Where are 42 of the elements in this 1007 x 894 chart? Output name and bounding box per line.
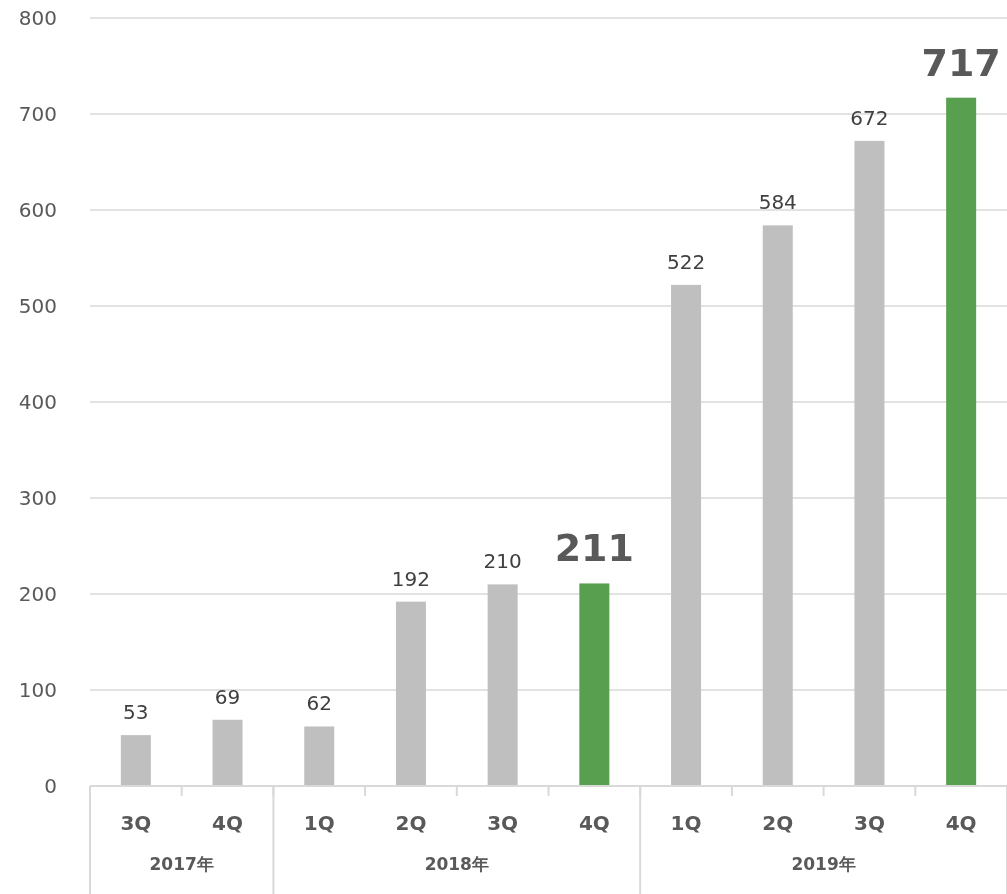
x-tick-label: 1Q bbox=[303, 811, 335, 835]
y-tick-label: 100 bbox=[18, 678, 57, 702]
bar bbox=[946, 97, 977, 786]
x-tick-label: 2Q bbox=[395, 811, 427, 835]
bar bbox=[120, 735, 151, 786]
bar bbox=[671, 284, 702, 786]
text: 2019年 bbox=[791, 854, 856, 874]
x-tick-label: 3Q bbox=[853, 811, 885, 835]
bar bbox=[854, 140, 885, 786]
data-label: 210 bbox=[483, 549, 522, 574]
bar bbox=[395, 601, 426, 786]
data-label: 192 bbox=[391, 566, 431, 591]
x-tick-label: 3Q bbox=[487, 811, 519, 835]
bar bbox=[487, 584, 518, 786]
data-label: 584 bbox=[758, 190, 797, 215]
bar bbox=[304, 726, 335, 786]
y-tick-label: 300 bbox=[18, 486, 57, 510]
data-label: 717 bbox=[921, 40, 1001, 85]
bar bbox=[212, 719, 243, 786]
y-tick-label: 800 bbox=[18, 6, 57, 30]
data-label: 62 bbox=[306, 691, 332, 716]
y-tick-label: 200 bbox=[18, 582, 57, 606]
data-label: 211 bbox=[554, 526, 635, 571]
bar bbox=[579, 583, 610, 786]
y-tick-label: 500 bbox=[18, 294, 57, 318]
y-tick-label: 700 bbox=[18, 102, 57, 126]
data-label: 53 bbox=[123, 700, 149, 725]
text: 2017年 bbox=[149, 854, 214, 874]
y-tick-label: 600 bbox=[18, 198, 57, 222]
data-label: 69 bbox=[214, 684, 241, 709]
text: 2018年 bbox=[424, 854, 489, 874]
x-tick-label: 3Q bbox=[120, 811, 152, 835]
y-tick-label: 0 bbox=[44, 774, 57, 798]
x-tick-label: 4Q bbox=[212, 811, 244, 835]
x-tick-label: 1Q bbox=[670, 811, 702, 835]
bar bbox=[762, 225, 793, 786]
y-tick-label: 400 bbox=[18, 390, 57, 414]
data-label: 522 bbox=[666, 249, 706, 274]
data-label: 672 bbox=[850, 105, 889, 130]
x-tick-label: 2Q bbox=[762, 811, 794, 835]
x-tick-label: 4Q bbox=[578, 811, 610, 835]
x-tick-label: 4Q bbox=[945, 811, 977, 835]
